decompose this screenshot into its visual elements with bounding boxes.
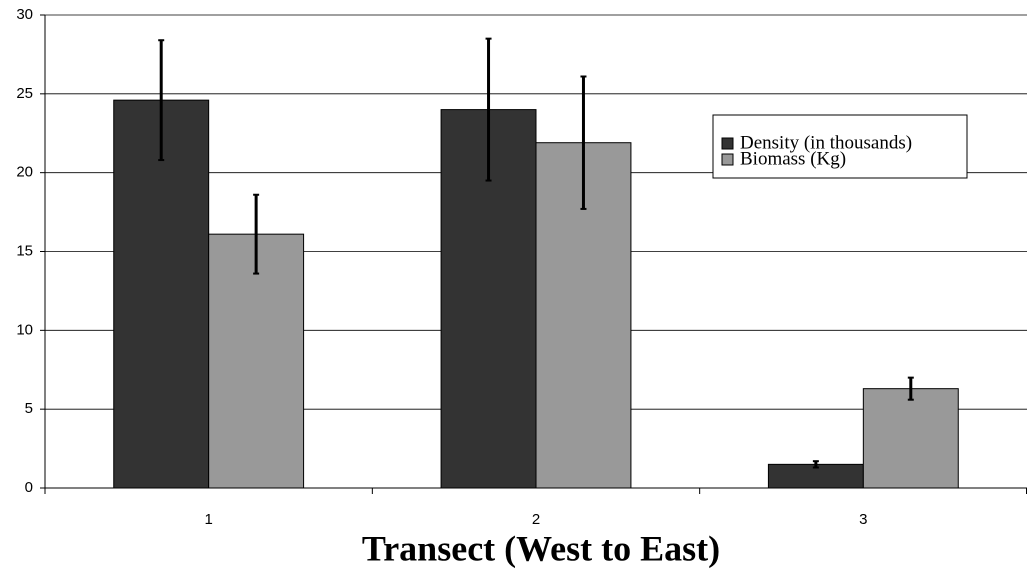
legend-swatch [721, 153, 734, 166]
y-tick-label: 20 [16, 164, 33, 181]
x-axis-label: Transect (West to East) [362, 528, 720, 568]
y-tick-label: 0 [25, 479, 33, 496]
legend-swatch [721, 137, 734, 150]
legend-label: Density (in thousands) [740, 132, 912, 153]
x-tick-label: 1 [204, 511, 212, 528]
y-tick-label: 5 [25, 400, 33, 417]
bar [208, 233, 305, 489]
y-tick-label: 30 [16, 6, 33, 23]
y-tick-label: 10 [16, 321, 33, 338]
legend-box [712, 114, 968, 179]
y-tick-label: 15 [16, 242, 33, 259]
x-tick-label: 3 [859, 511, 867, 528]
bar [113, 99, 210, 489]
legend-label: Biomass (Kg) [740, 148, 846, 169]
bar [862, 388, 959, 489]
bar [440, 109, 537, 489]
x-tick-label: 2 [532, 511, 540, 528]
y-tick-label: 25 [16, 85, 33, 102]
